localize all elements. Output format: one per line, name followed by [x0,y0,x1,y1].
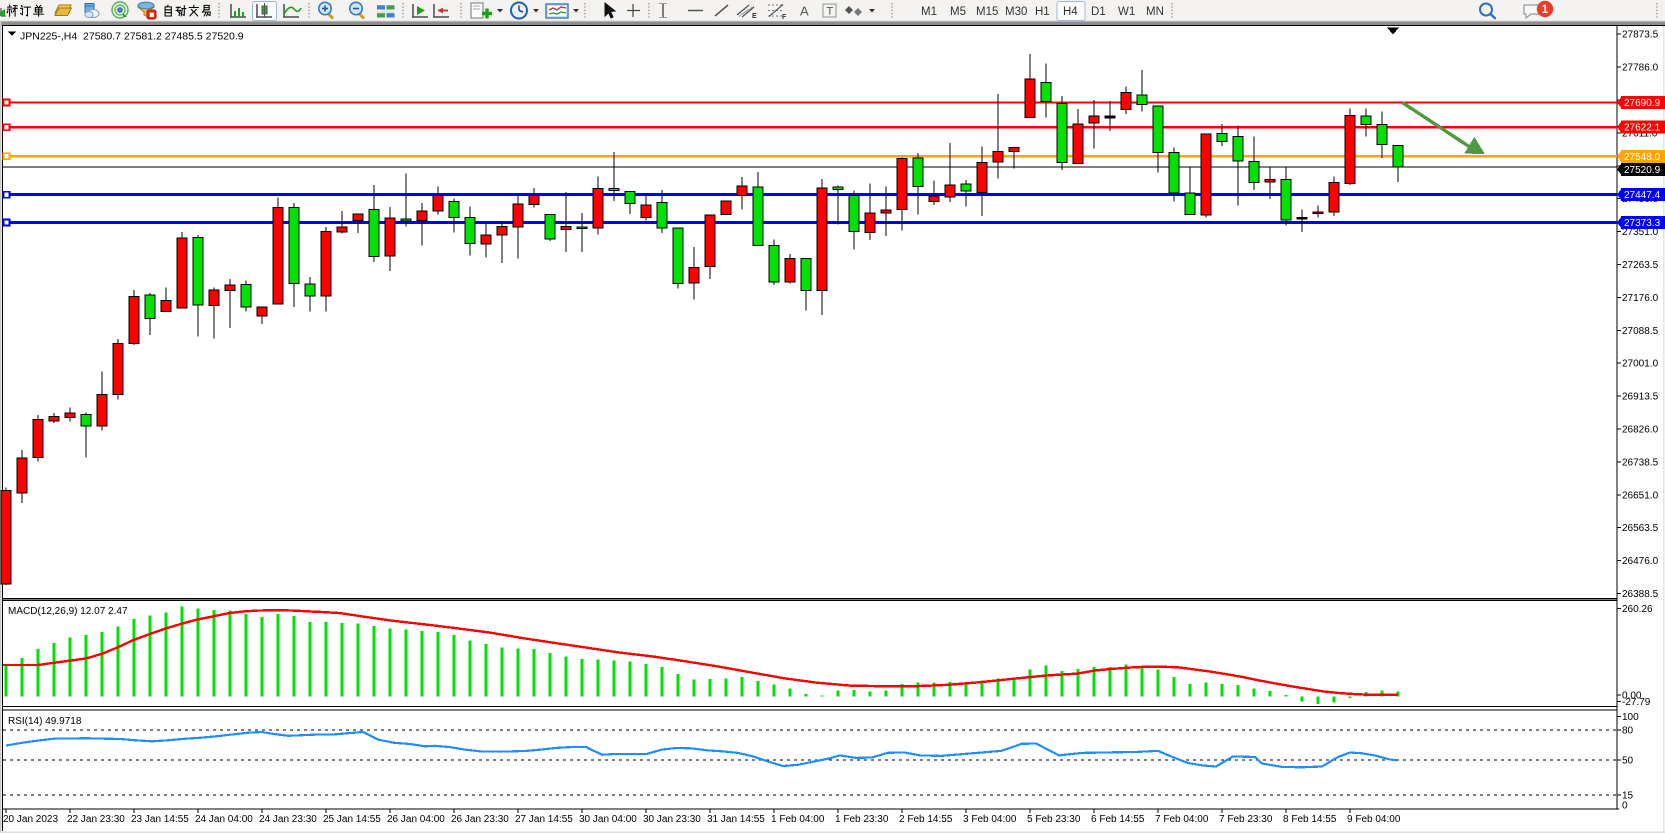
svg-text:27873.5: 27873.5 [1622,30,1659,41]
svg-text:26826.0: 26826.0 [1622,425,1659,436]
svg-text:26 Jan 23:30: 26 Jan 23:30 [451,814,509,825]
svg-text:26563.5: 26563.5 [1622,523,1659,534]
svg-text:27690.9: 27690.9 [1624,98,1661,109]
svg-text:F: F [782,14,787,21]
svg-text:1: 1 [1542,4,1549,16]
svg-text:M30: M30 [1005,6,1027,18]
svg-text:27548.0: 27548.0 [1624,152,1661,163]
svg-text:30 Jan 04:00: 30 Jan 04:00 [579,814,637,825]
svg-text:T: T [827,6,834,18]
svg-text:27176.0: 27176.0 [1622,293,1659,304]
svg-text:M1: M1 [921,6,937,18]
svg-text:5 Feb 23:30: 5 Feb 23:30 [1027,814,1081,825]
svg-text:6 Feb 14:55: 6 Feb 14:55 [1091,814,1145,825]
svg-text:27786.0: 27786.0 [1622,63,1659,74]
svg-text:7 Feb 23:30: 7 Feb 23:30 [1219,814,1273,825]
svg-text:31 Jan 14:55: 31 Jan 14:55 [707,814,765,825]
svg-text:27001.0: 27001.0 [1622,359,1659,370]
svg-text:27447.4: 27447.4 [1624,190,1661,201]
svg-text:23 Jan 14:55: 23 Jan 14:55 [131,814,189,825]
svg-text:JPN225-,H4 27580.7 27581.2 27: JPN225-,H4 27580.7 27581.2 27485.5 27520… [20,31,244,43]
svg-text:E: E [752,13,757,20]
svg-text:1 Feb 23:30: 1 Feb 23:30 [835,814,889,825]
svg-text:50: 50 [1622,755,1634,766]
svg-text:RSI(14) 49.9718: RSI(14) 49.9718 [8,716,82,727]
svg-text:20 Jan 2023: 20 Jan 2023 [3,814,58,825]
svg-text:1 Feb 04:00: 1 Feb 04:00 [771,814,825,825]
svg-text:25 Jan 14:55: 25 Jan 14:55 [323,814,381,825]
svg-text:9 Feb 04:00: 9 Feb 04:00 [1347,814,1401,825]
svg-text:27611.0: 27611.0 [1622,128,1658,139]
svg-text:100: 100 [1622,712,1639,723]
svg-text:24 Jan 04:00: 24 Jan 04:00 [195,814,253,825]
svg-text:0.00: 0.00 [1622,691,1642,702]
svg-text:80: 80 [1622,726,1634,737]
svg-text:30 Jan 23:30: 30 Jan 23:30 [643,814,701,825]
svg-text:27373.3: 27373.3 [1624,218,1661,229]
svg-text:26651.0: 26651.0 [1622,490,1659,501]
svg-text:27520.9: 27520.9 [1624,165,1661,176]
svg-text:8 Feb 14:55: 8 Feb 14:55 [1283,814,1337,825]
svg-text:260.26: 260.26 [1622,604,1653,615]
svg-text:26913.5: 26913.5 [1622,392,1659,403]
svg-text:26476.0: 26476.0 [1622,556,1659,567]
svg-text:22 Jan 23:30: 22 Jan 23:30 [67,814,125,825]
svg-text:H1: H1 [1035,6,1050,18]
svg-text:W1: W1 [1118,6,1135,18]
svg-text:M5: M5 [950,6,966,18]
svg-text:MN: MN [1146,6,1164,18]
svg-text:3 Feb 04:00: 3 Feb 04:00 [963,814,1017,825]
svg-text:27351.0: 27351.0 [1622,227,1659,238]
svg-text:H4: H4 [1063,6,1078,18]
svg-text:M15: M15 [976,6,998,18]
svg-text:2 Feb 14:55: 2 Feb 14:55 [899,814,953,825]
svg-text:15: 15 [1622,791,1634,802]
svg-text:A: A [800,4,809,19]
svg-text:26388.5: 26388.5 [1622,589,1659,600]
svg-text:27622.1: 27622.1 [1624,123,1661,134]
svg-text:7 Feb 04:00: 7 Feb 04:00 [1155,814,1209,825]
svg-text:27263.5: 27263.5 [1622,260,1659,271]
svg-text:MACD(12,26,9) 12.07 2.47: MACD(12,26,9) 12.07 2.47 [8,606,128,617]
svg-text:0: 0 [1622,800,1628,811]
svg-text:27 Jan 14:55: 27 Jan 14:55 [515,814,573,825]
svg-text:-27.79: -27.79 [1622,697,1651,708]
svg-text:27088.5: 27088.5 [1622,326,1659,337]
svg-text:24 Jan 23:30: 24 Jan 23:30 [259,814,317,825]
svg-text:26 Jan 04:00: 26 Jan 04:00 [387,814,445,825]
svg-text:26738.5: 26738.5 [1622,457,1659,468]
svg-text:D1: D1 [1091,6,1106,18]
